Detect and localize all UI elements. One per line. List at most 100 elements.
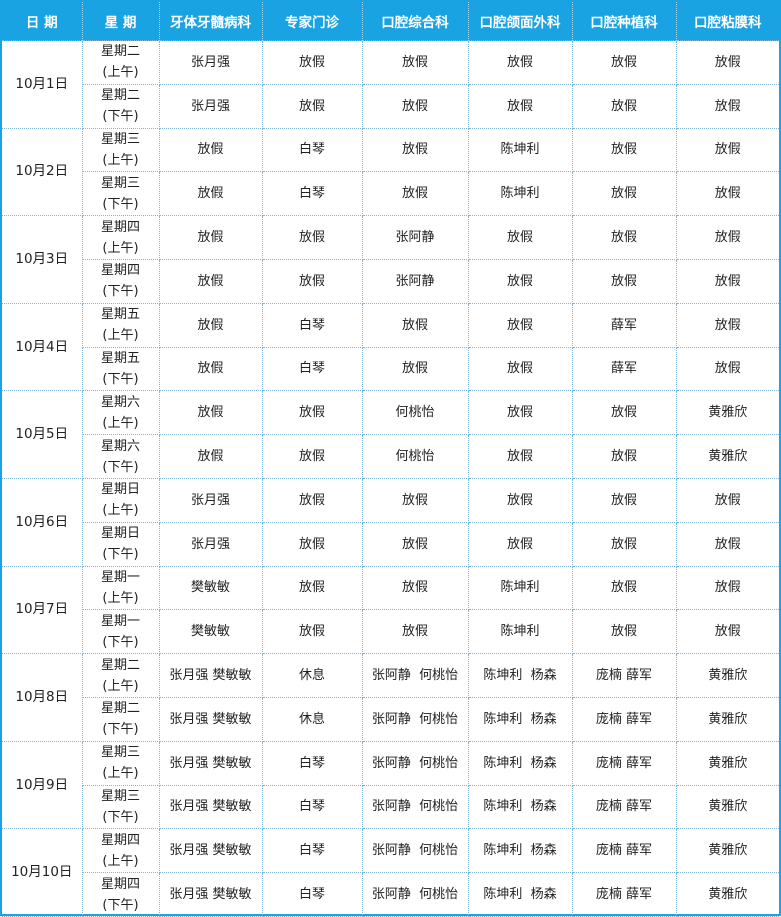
table-row: 星期六 (下午) 放假 放假 何桃怡 放假 放假 黄雅欣 bbox=[2, 434, 779, 479]
doctor-cell: 庞楠 薛军 bbox=[571, 784, 677, 830]
weekday-label: 星期日 bbox=[100, 482, 140, 498]
doctor-cell: 张阿静 何桃怡 bbox=[361, 784, 469, 830]
column-header: 口腔综合科 bbox=[361, 2, 468, 41]
doctor-cell: 放假 bbox=[675, 215, 779, 260]
date-cell: 10月10日 bbox=[2, 828, 83, 917]
doctor-cell: 樊敏敏 bbox=[158, 609, 263, 655]
doctor-cell: 放假 bbox=[571, 83, 677, 129]
weekday-cell: 星期四 (下午) bbox=[82, 872, 160, 917]
period-label: (上午) bbox=[102, 415, 139, 431]
doctor-cell: 黄雅欣 bbox=[675, 653, 779, 698]
doctor-cell: 白琴 bbox=[261, 784, 363, 830]
table-row: 10月9日 星期三 (上午) 张月强 樊敏敏 白琴 张阿静 何桃怡 陈坤利 杨森 庞楠 薛军黄… bbox=[2, 740, 779, 830]
weekday-cell: 星期四 (上午) bbox=[81, 828, 160, 874]
doctor-cell: 张阿静 何桃怡 bbox=[361, 740, 469, 786]
doctor-cell: 薛军 bbox=[571, 302, 677, 348]
doctor-cell: 陈坤利 杨森 bbox=[467, 828, 573, 874]
doctor-cell: 张月强 樊敏敏 bbox=[158, 784, 263, 830]
doctor-cell: 放假 bbox=[261, 390, 363, 436]
table-row: 10月6日 星期日 (上午) 张月强 放假 放假 放假 放假 放假 bbox=[2, 477, 779, 567]
weekday-cell: 星期六 (下午) bbox=[82, 434, 160, 479]
doctor-cell: 放假 bbox=[361, 521, 469, 567]
period-label: (下午) bbox=[102, 634, 139, 650]
doctor-cell: 放假 bbox=[467, 258, 573, 304]
weekday-cell: 星期三 (上午) bbox=[81, 127, 160, 173]
weekday-cell: 星期二 (上午) bbox=[81, 40, 160, 85]
doctor-cell: 张月强 bbox=[158, 83, 263, 129]
doctor-cell: 放假 bbox=[571, 171, 677, 217]
weekday-cell: 星期二 (下午) bbox=[82, 83, 160, 129]
doctor-cell: 放假 bbox=[675, 127, 779, 173]
table-row: 10月8日 星期二 (上午) 张月强 樊敏敏 休息 张阿静 何桃怡 陈坤利 杨森 庞楠 薛军黄… bbox=[2, 653, 779, 742]
date-cell: 10月1日 bbox=[2, 40, 83, 129]
table-row: 星期三 (下午) 放假 白琴 放假 陈坤利 放假 放假 bbox=[2, 171, 779, 217]
doctor-cell: 放假 bbox=[261, 40, 363, 85]
doctor-cell: 放假 bbox=[571, 521, 677, 567]
period-label: (上午) bbox=[102, 65, 139, 81]
table-row: 星期二 (下午) 张月强 放假 放假 放假 放假 放假 bbox=[2, 83, 779, 129]
period-label: (下午) bbox=[102, 897, 139, 913]
doctor-cell: 放假 bbox=[571, 609, 677, 655]
period-label: (下午) bbox=[102, 809, 139, 825]
date-cell: 10月6日 bbox=[2, 477, 83, 567]
doctor-cell: 放假 bbox=[361, 302, 469, 348]
weekday-cell: 星期六 (上午) bbox=[81, 390, 160, 436]
doctor-cell: 放假 bbox=[261, 258, 363, 304]
doctor-cell: 放假 bbox=[361, 565, 469, 611]
doctor-cell: 黄雅欣 bbox=[675, 828, 779, 874]
period-label: (下午) bbox=[102, 109, 139, 125]
doctor-cell: 放假 bbox=[467, 477, 573, 523]
weekday-label: 星期五 bbox=[100, 350, 140, 366]
weekday-cell: 星期三 (上午) bbox=[81, 740, 160, 786]
column-header: 专家门诊 bbox=[261, 2, 362, 41]
doctor-cell: 白琴 bbox=[261, 346, 363, 392]
date-cell: 10月7日 bbox=[2, 565, 83, 655]
weekday-cell: 星期日 (下午) bbox=[82, 521, 160, 567]
doctor-cell: 陈坤利 bbox=[467, 565, 573, 611]
table-row: 星期四 (下午) 张月强 樊敏敏 白琴 张阿静 何桃怡 陈坤利 杨森 庞楠 薛军 黄雅欣 bbox=[2, 872, 779, 917]
doctor-cell: 黄雅欣 bbox=[675, 434, 779, 479]
weekday-cell: 星期五 (下午) bbox=[82, 346, 160, 392]
table-body: 10月1日 星期二 (上午) 张月强 放假 放假 放假 放假 放假 星期二 (下午) 张月强 放假 放假放… bbox=[2, 40, 779, 917]
doctor-cell: 张月强 樊敏敏 bbox=[158, 828, 263, 874]
doctor-cell: 放假 bbox=[261, 609, 363, 655]
doctor-cell: 庞楠 薛军 bbox=[571, 828, 677, 874]
doctor-cell: 薛军 bbox=[571, 346, 677, 392]
doctor-cell: 放假 bbox=[571, 215, 677, 260]
weekday-label: 星期三 bbox=[100, 131, 140, 147]
period-label: (上午) bbox=[102, 678, 139, 694]
doctor-cell: 白琴 bbox=[261, 872, 363, 917]
weekday-label: 星期六 bbox=[100, 394, 140, 410]
weekday-cell: 星期三 (下午) bbox=[82, 784, 160, 830]
doctor-cell: 樊敏敏 bbox=[158, 565, 263, 611]
doctor-cell: 放假 bbox=[467, 302, 573, 348]
doctor-cell: 陈坤利 bbox=[467, 127, 573, 173]
weekday-cell: 星期二 (上午) bbox=[81, 653, 160, 698]
weekday-cell: 星期日 (上午) bbox=[81, 477, 160, 523]
doctor-cell: 黄雅欣 bbox=[675, 784, 779, 830]
table-row: 10月7日 星期一 (上午) 樊敏敏 放假 放假 陈坤利 放假 放假 bbox=[2, 565, 779, 655]
weekday-label: 星期三 bbox=[100, 788, 140, 804]
period-label: (下午) bbox=[102, 371, 139, 387]
doctor-cell: 张月强 bbox=[158, 40, 263, 85]
table-row: 星期四 (下午) 放假 放假 张阿静 放假 放假 放假 bbox=[2, 258, 779, 304]
doctor-cell: 放假 bbox=[261, 477, 363, 523]
doctor-cell: 放假 bbox=[261, 83, 363, 129]
doctor-cell: 放假 bbox=[261, 215, 363, 260]
doctor-cell: 放假 bbox=[467, 390, 573, 436]
weekday-label: 星期二 bbox=[100, 701, 140, 717]
doctor-cell: 张阿静 何桃怡 bbox=[361, 696, 469, 742]
weekday-cell: 星期五 (上午) bbox=[81, 302, 160, 348]
date-cell: 10月3日 bbox=[2, 215, 83, 304]
doctor-cell: 放假 bbox=[361, 346, 469, 392]
doctor-cell: 白琴 bbox=[261, 302, 363, 348]
doctor-cell: 何桃怡 bbox=[361, 390, 469, 436]
doctor-cell: 张阿静 何桃怡 bbox=[361, 872, 469, 917]
doctor-cell: 张阿静 何桃怡 bbox=[361, 653, 469, 698]
doctor-cell: 放假 bbox=[675, 521, 779, 567]
table-row: 10月4日 星期五 (上午) 放假 白琴 放假 放假 薛军 放假 bbox=[2, 302, 779, 392]
table-row: 星期三 (下午) 张月强 樊敏敏 白琴 张阿静 何桃怡 陈坤利 杨森 庞楠 薛军 黄雅欣 bbox=[2, 784, 779, 830]
period-label: (下午) bbox=[102, 722, 139, 738]
doctor-cell: 放假 bbox=[675, 302, 779, 348]
doctor-cell: 黄雅欣 bbox=[675, 740, 779, 786]
